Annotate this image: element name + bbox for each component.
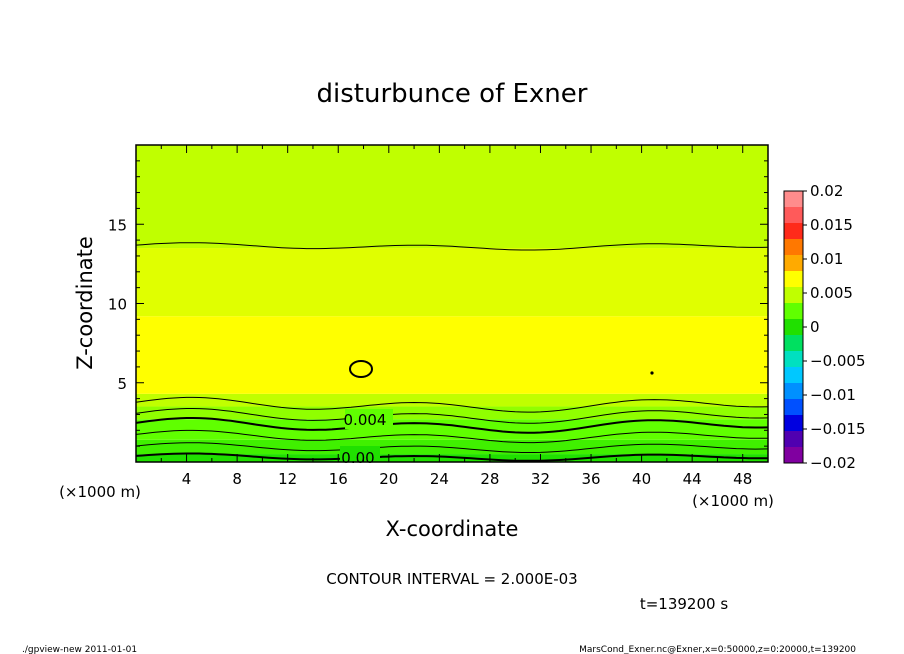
- contour-line: [135, 242, 769, 251]
- colorbar-segment: [784, 271, 803, 288]
- x-tick-label: 16: [329, 470, 348, 488]
- colorbar-segment: [784, 351, 803, 368]
- contour-interval: CONTOUR INTERVAL = 2.000E-03: [326, 570, 577, 588]
- colorbar-tick-label: 0.015: [810, 216, 853, 234]
- contour-dot: [650, 371, 654, 375]
- colorbar-segment: [784, 239, 803, 256]
- colorbar-segment: [784, 447, 803, 464]
- x-tick-label: 28: [480, 470, 499, 488]
- contour-label-lower: 0.00: [341, 449, 374, 467]
- colorbar-tick-label: −0.01: [810, 386, 856, 404]
- y-axis-ticks: 5 10 15: [108, 160, 768, 447]
- colorbar-segment: [784, 415, 803, 432]
- colorbar-segment: [784, 319, 803, 336]
- contour-band: [136, 248, 768, 317]
- colorbar-segment: [784, 303, 803, 320]
- x-tick-label: 40: [632, 470, 651, 488]
- contour-band: [136, 145, 768, 249]
- colorbar-tick-label: 0: [810, 318, 820, 336]
- chart-title: disturbunce of Exner: [317, 79, 588, 109]
- contour-line: [135, 417, 769, 434]
- x-tick-label: 32: [531, 470, 550, 488]
- x-axis-unit-left: (×1000 m): [59, 483, 141, 501]
- x-tick-label: 4: [182, 470, 192, 488]
- contour-lines: [135, 242, 769, 462]
- x-axis-unit-right: (×1000 m): [692, 492, 774, 510]
- contour-line: [135, 396, 769, 413]
- time-label: t=139200 s: [640, 595, 728, 613]
- x-tick-label: 36: [581, 470, 600, 488]
- footer-right: MarsCond_Exner.nc@Exner,x=0:50000,z=0:20…: [579, 645, 856, 654]
- colorbar: [784, 191, 803, 464]
- colorbar-labels: 0.02 0.015 0.01 0.005 0 −0.005 −0.01 −0.015 −0.0…: [803, 182, 866, 472]
- contour-line: [135, 408, 769, 424]
- contour-band: [136, 439, 768, 455]
- closed-contour: [349, 360, 373, 378]
- x-tick-label: 20: [379, 470, 398, 488]
- colorbar-segment: [784, 223, 803, 240]
- colorbar-segment: [784, 287, 803, 304]
- colorbar-segment: [784, 207, 803, 224]
- contour-band: [136, 316, 768, 394]
- colorbar-segment: [784, 191, 803, 208]
- colorbar-segment: [784, 383, 803, 400]
- colorbar-segment: [784, 399, 803, 416]
- contour-line: [135, 442, 769, 453]
- x-axis-label: X-coordinate: [386, 517, 519, 541]
- colorbar-tick-label: −0.02: [810, 454, 856, 472]
- colorbar-tick-label: 0.005: [810, 284, 853, 302]
- colorbar-segment: [784, 335, 803, 352]
- colorbar-tick-label: −0.015: [810, 420, 866, 438]
- footer-left: ./gpview-new 2011-01-01: [22, 645, 137, 654]
- contour-label-upper: 0.004: [344, 411, 387, 429]
- y-axis-label: Z-coordinate: [73, 236, 97, 370]
- x-tick-label: 8: [232, 470, 242, 488]
- x-tick-label: 24: [430, 470, 449, 488]
- x-tick-label: 44: [683, 470, 702, 488]
- plot-area: 0.004 0.00: [135, 144, 769, 467]
- colorbar-segment: [784, 367, 803, 384]
- contour-band: [136, 406, 768, 420]
- x-tick-label: 12: [278, 470, 297, 488]
- colorbar-tick-label: 0.01: [810, 250, 843, 268]
- x-axis-ticks: 4 8 12 16 20 24 28 32 36 40 44 48: [160, 145, 752, 488]
- colorbar-tick-label: −0.005: [810, 352, 866, 370]
- y-tick-label: 15: [108, 216, 127, 234]
- colorbar-segment: [784, 255, 803, 272]
- colorbar-tick-label: 0.02: [810, 182, 843, 200]
- contour-line: [135, 429, 769, 444]
- y-tick-label: 5: [117, 375, 127, 393]
- colorbar-segment: [784, 431, 803, 448]
- x-tick-label: 48: [733, 470, 752, 488]
- filled-contours: [136, 145, 768, 462]
- contour-line: [135, 452, 768, 462]
- y-tick-label: 10: [108, 296, 127, 314]
